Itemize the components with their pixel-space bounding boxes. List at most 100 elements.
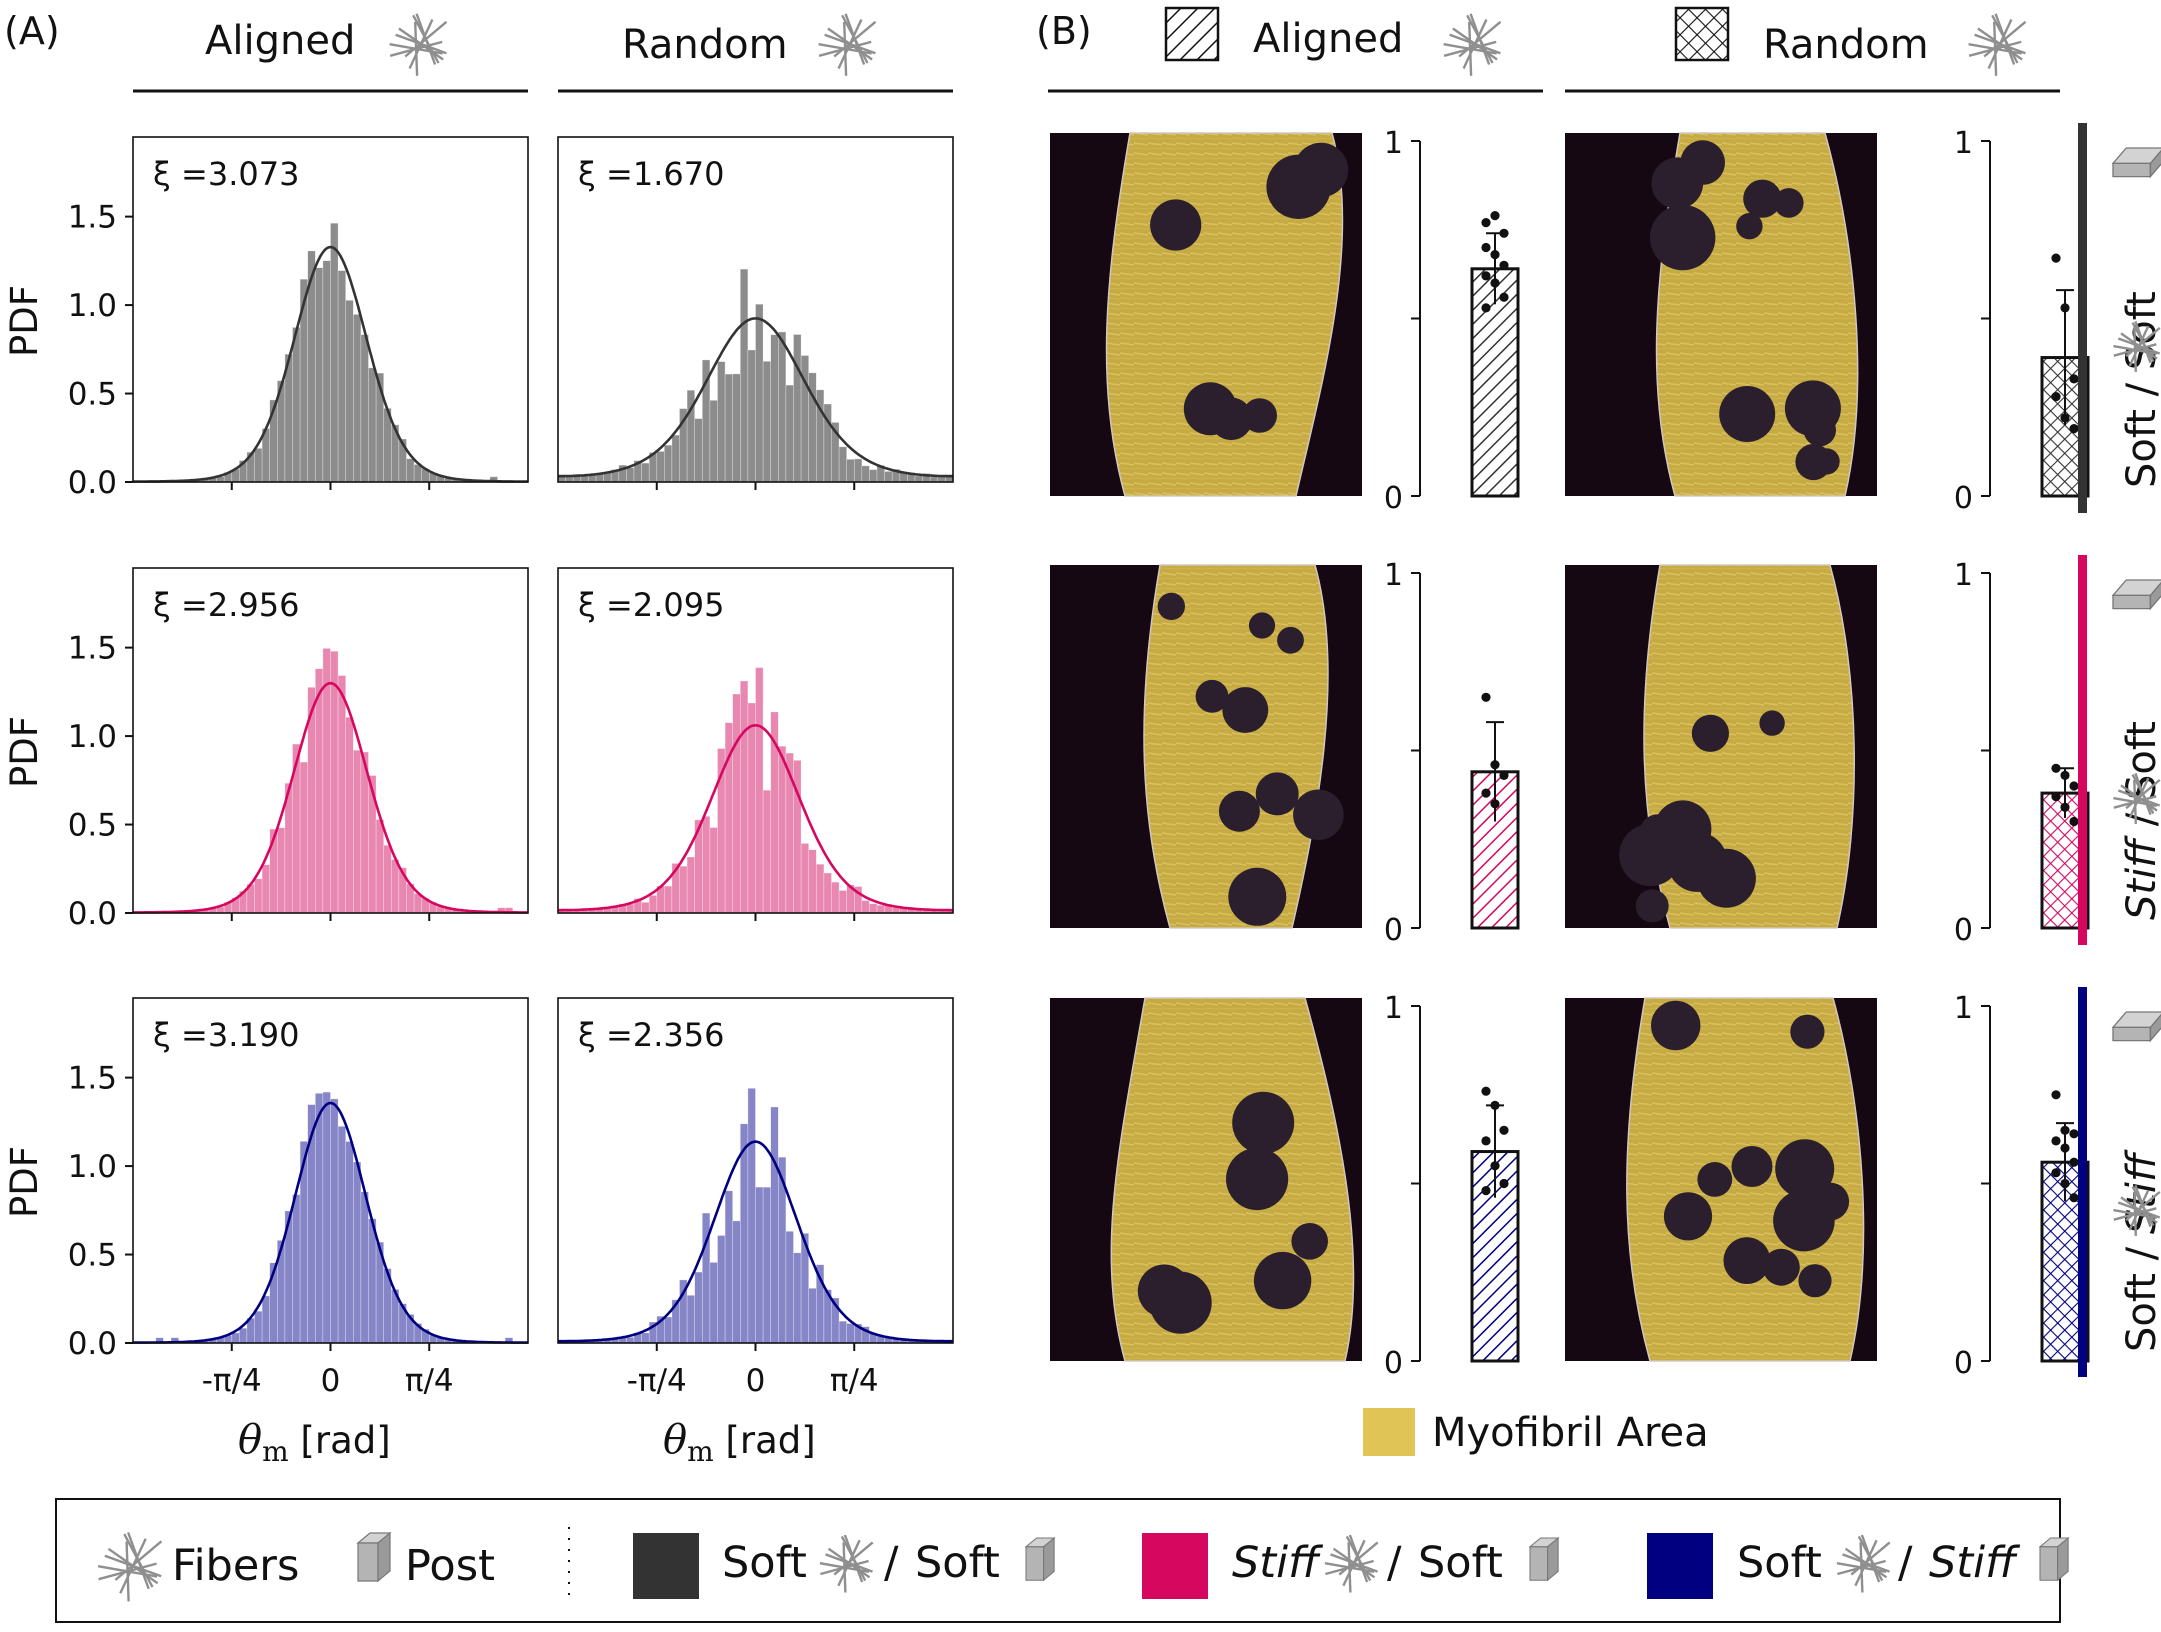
row-color-bar xyxy=(2078,555,2087,945)
data-point xyxy=(2069,1129,2079,1139)
nucleus-blob xyxy=(1157,592,1186,621)
fiber-stroke xyxy=(1968,40,2022,57)
fiber-stroke xyxy=(843,1534,864,1583)
histogram-bar xyxy=(314,668,324,914)
fiber-stroke xyxy=(104,1554,162,1578)
fiber-stroke xyxy=(1469,13,1491,65)
histogram-bar xyxy=(777,745,787,914)
data-point xyxy=(2069,424,2079,434)
fibers-icon xyxy=(2113,1184,2161,1236)
histogram-bar xyxy=(352,314,362,483)
nucleus-blob xyxy=(1222,687,1269,733)
nucleus-blob xyxy=(1719,386,1776,442)
post-side xyxy=(2149,582,2161,611)
histogram-bar xyxy=(747,1088,756,1344)
fiber-stroke xyxy=(126,1531,150,1590)
histogram-bar xyxy=(390,859,400,914)
histogram-bar xyxy=(231,1332,240,1344)
histogram-bar xyxy=(352,1161,362,1344)
data-point xyxy=(2060,1125,2070,1135)
histogram-bar xyxy=(671,434,680,483)
histogram-bar xyxy=(815,863,825,914)
y-tick-label: 0.5 xyxy=(68,808,117,844)
legend-swatch-soft-stiff xyxy=(1647,1533,1713,1599)
myofibril-bar-chart: 01 xyxy=(1954,126,2090,516)
von-mises-fit-line xyxy=(133,245,528,483)
data-point xyxy=(1481,788,1491,798)
fibers-icon xyxy=(819,1534,874,1593)
myofibril-overlay xyxy=(1143,565,1328,928)
data-point xyxy=(1481,271,1491,281)
pdf-histogram-panels: ξ =3.073 0.0 0.5 1.0 1.5 PDF ξ =1.670 ξ =2.956 0… xyxy=(3,136,954,1468)
histogram-bar xyxy=(717,1235,726,1344)
x-tick-label: π/4 xyxy=(405,1363,454,1399)
histogram-bar xyxy=(785,384,794,483)
histogram-bar xyxy=(345,716,354,914)
histogram-bar xyxy=(937,476,946,483)
histogram-bar xyxy=(831,881,840,914)
histogram-bar xyxy=(368,367,377,483)
histogram-bar xyxy=(785,1231,794,1344)
y-tick-label: 1.0 xyxy=(68,719,117,755)
y-tick-label: 0.5 xyxy=(68,1238,117,1274)
nucleus-blob xyxy=(1731,1146,1773,1187)
myofibril-image-panels xyxy=(1050,132,1877,1362)
y-tick-label: 0 xyxy=(1954,1346,1973,1381)
legend-soft-stiff-b: Stiff xyxy=(1929,1538,2021,1588)
legend-swatch-stiff-soft xyxy=(1142,1533,1208,1599)
histogram-bar xyxy=(663,1316,673,1344)
post-front xyxy=(357,1542,379,1582)
panel-b-label: (B) xyxy=(1036,9,1092,53)
histogram-bar xyxy=(732,1220,741,1344)
y-tick-label: 0.0 xyxy=(68,465,117,501)
histogram-bar xyxy=(869,469,878,483)
data-point xyxy=(1490,799,1500,809)
nucleus-blob xyxy=(1255,772,1299,816)
nucleus-blob xyxy=(1137,1264,1191,1318)
histogram-bar xyxy=(330,1098,339,1344)
post-icon xyxy=(1528,1536,1560,1582)
myofibril-bar-chart: 01 xyxy=(1384,126,1520,516)
nucleus-blob xyxy=(1759,710,1785,736)
nucleus-blob xyxy=(1650,204,1716,271)
data-point xyxy=(2051,1090,2061,1100)
fiber-stroke xyxy=(389,40,443,57)
row-condition-label: Soft / Stiff xyxy=(2078,987,2161,1377)
fiber-stroke xyxy=(844,13,866,65)
data-point xyxy=(1490,250,1500,260)
histogram-bar xyxy=(345,1141,354,1344)
nucleus-blob xyxy=(1277,626,1304,654)
data-point xyxy=(2051,792,2061,802)
x-axis-label: θm [rad] xyxy=(238,1417,391,1468)
header-a-aligned-label: Aligned xyxy=(205,18,355,64)
post-front xyxy=(1025,1546,1045,1581)
data-point xyxy=(2060,802,2070,812)
histogram-bar xyxy=(330,222,339,483)
fibers-icon xyxy=(1324,1534,1379,1593)
data-point xyxy=(1481,1086,1491,1096)
nucleus-blob xyxy=(1774,188,1804,218)
fiber-stroke xyxy=(1860,1534,1881,1583)
header-a-random-label: Random xyxy=(622,22,788,68)
histogram-bar xyxy=(261,1295,271,1344)
data-point xyxy=(1490,278,1500,288)
legend-stiff-soft-b: Soft xyxy=(1418,1538,1503,1588)
data-point xyxy=(1490,211,1500,221)
nucleus-blob xyxy=(1291,1223,1328,1260)
nucleus-blob xyxy=(1798,1264,1832,1298)
fiber-stroke xyxy=(1842,1553,1890,1573)
y-tick-label: 1.5 xyxy=(68,631,117,667)
y-tick-label: 0.5 xyxy=(68,377,117,413)
histogram-bar xyxy=(299,761,309,914)
histogram-bar xyxy=(337,1126,347,1344)
post-front xyxy=(2112,162,2152,178)
fiber-stroke xyxy=(825,1553,873,1573)
fiber-stroke xyxy=(2113,795,2157,809)
y-tick-label: 0 xyxy=(1384,1346,1403,1381)
fiber-stroke xyxy=(2134,320,2152,364)
post-side xyxy=(1547,1536,1559,1582)
nucleus-blob xyxy=(1651,157,1704,209)
data-point xyxy=(1490,760,1500,770)
nucleus-blob xyxy=(1293,789,1344,841)
histogram-bar xyxy=(732,693,741,914)
